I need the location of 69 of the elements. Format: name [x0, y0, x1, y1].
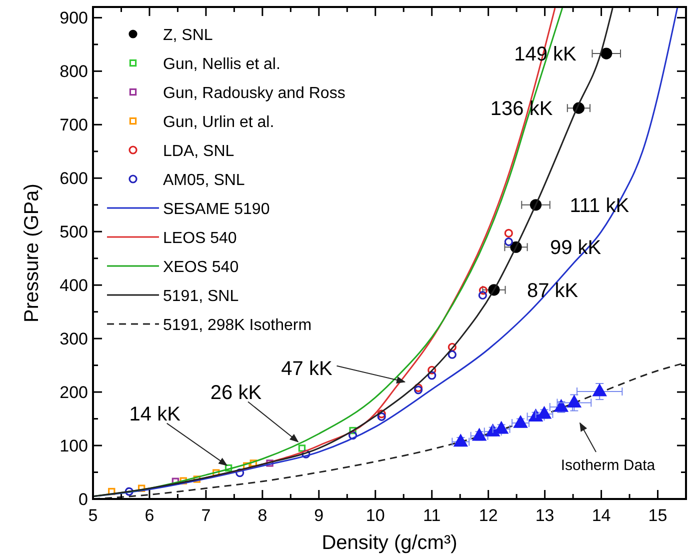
annotation: 47 kK — [281, 358, 333, 380]
x-tick-label: 6 — [144, 506, 154, 525]
point — [138, 484, 146, 492]
point — [124, 487, 134, 496]
legend-label: SESAME 5190 — [163, 201, 270, 218]
point — [266, 460, 274, 467]
legend-label: Gun, Urlin et al. — [163, 114, 274, 131]
x-tick-label: 5 — [88, 506, 98, 525]
y-tick-label: 0 — [78, 490, 88, 509]
x-tick-label: 15 — [648, 506, 668, 525]
y-tick-label: 600 — [60, 169, 88, 188]
x-tick-label: 13 — [535, 506, 554, 525]
legend-label: LEOS 540 — [163, 230, 237, 247]
legend-label: Z, SNL — [163, 27, 213, 44]
point — [414, 386, 423, 394]
y-tick-label: 700 — [60, 116, 88, 135]
x-tick-label: 14 — [592, 506, 611, 525]
point — [600, 48, 612, 60]
point — [298, 444, 306, 452]
annotation: 14 kK — [129, 403, 182, 426]
point — [302, 450, 310, 458]
point — [592, 384, 606, 396]
annotation: 26 kK — [210, 382, 262, 404]
x-tick-label: 11 — [423, 506, 441, 525]
point — [349, 426, 356, 434]
point — [448, 342, 456, 352]
x-axis-title: Density (g/cm³) — [322, 532, 458, 554]
point — [537, 406, 552, 419]
legend-label: LDA, SNL — [163, 143, 234, 160]
annotation: Isotherm Data — [560, 457, 656, 474]
point — [377, 412, 386, 421]
legend-label: 5191, 298K Isotherm — [163, 317, 312, 334]
legend-label: Gun, Nellis et al. — [163, 56, 280, 73]
x-tick-label: 9 — [314, 506, 324, 525]
y-tick-label: 400 — [60, 276, 88, 296]
point — [414, 383, 423, 392]
point — [478, 286, 488, 295]
x-tick-label: 12 — [478, 506, 498, 525]
point — [454, 434, 468, 447]
point — [504, 237, 513, 246]
point — [428, 366, 436, 374]
y-tick-label: 500 — [60, 222, 88, 242]
point — [224, 464, 232, 472]
legend-label: XEOS 540 — [163, 259, 239, 276]
point — [180, 477, 187, 484]
x-tick-label: 7 — [201, 506, 211, 525]
x-tick-label: 8 — [258, 506, 268, 525]
point — [428, 371, 436, 380]
y-tick-label: 300 — [60, 330, 88, 349]
legend-label: 5191, SNL — [163, 288, 239, 305]
point — [108, 488, 116, 496]
point — [448, 350, 456, 359]
point — [193, 476, 201, 483]
y-tick-label: 200 — [60, 383, 88, 402]
legend-label: Gun, Radousky and Ross — [163, 85, 346, 102]
point — [250, 460, 257, 467]
y-tick-label: 800 — [60, 62, 88, 82]
y-tick-label: 100 — [60, 436, 88, 456]
y-tick-label: 900 — [60, 8, 88, 28]
y-axis-title: Pressure (GPa) — [21, 184, 43, 322]
point — [478, 290, 487, 300]
annotation: 87 kK — [526, 280, 579, 302]
point — [348, 431, 358, 440]
x-tick-label: 10 — [366, 506, 385, 525]
point — [236, 468, 244, 478]
legend-label: AM05, SNL — [163, 172, 245, 189]
point — [377, 410, 386, 418]
point — [504, 228, 513, 238]
annotation: 136 kK — [490, 98, 554, 120]
